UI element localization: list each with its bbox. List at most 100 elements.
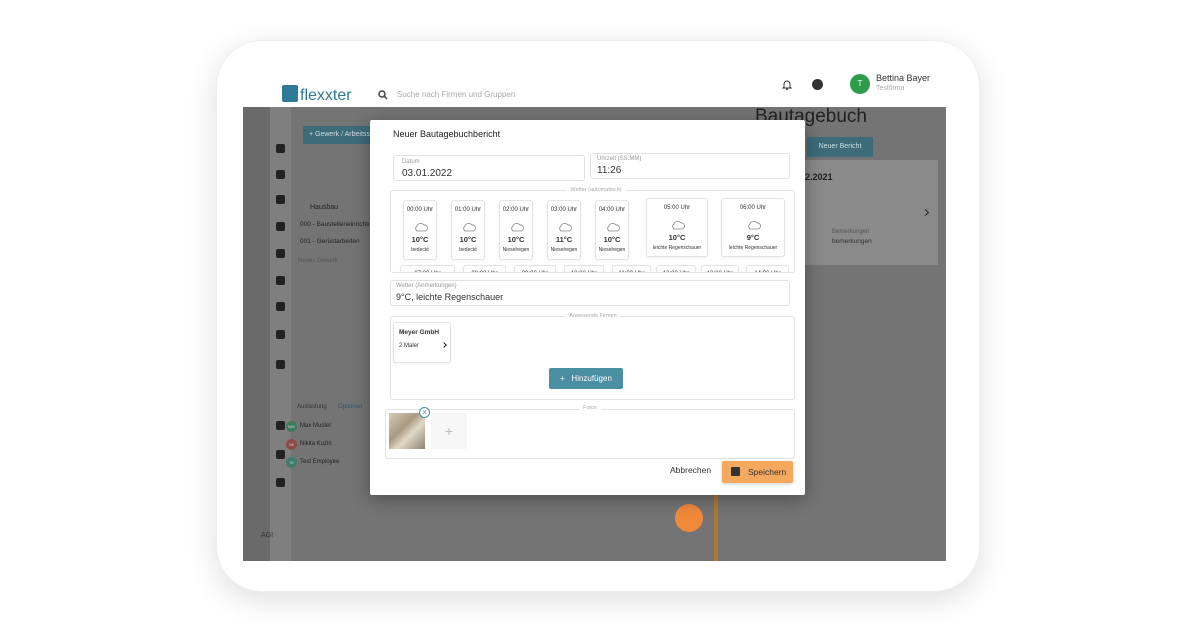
- weather-temp: 11°C: [555, 235, 573, 244]
- zoom-button[interactable]: [675, 504, 703, 532]
- weather-card[interactable]: 08:00 Uhr: [463, 265, 506, 272]
- weather-box: 00:00 Uhr 10°C bedeckt 01:00 Uhr 10°C bedeckt…: [390, 190, 795, 273]
- logo: flexxter: [300, 87, 352, 104]
- weather-time: 11:00 Uhr: [613, 271, 650, 272]
- add-trade-button[interactable]: + Gewerk / Arbeitssch: [303, 126, 383, 144]
- weather-card[interactable]: 09:00 Uhr: [514, 265, 556, 272]
- company-name: Meyer GmbH: [399, 329, 440, 336]
- weather-card[interactable]: 06:00 Uhr 9°C leichte Regenschauer: [721, 198, 785, 257]
- nav-icon[interactable]: [276, 421, 285, 430]
- nav-icon[interactable]: [276, 330, 285, 339]
- person-name[interactable]: Max Muster: [300, 423, 332, 429]
- nav-icon[interactable]: [276, 249, 285, 258]
- weather-icon-wrap: [671, 217, 685, 230]
- photo-add[interactable]: +: [431, 413, 467, 449]
- chevron: [921, 208, 930, 217]
- nav-icon[interactable]: [276, 222, 285, 231]
- weather-icon: [559, 222, 572, 232]
- remarks-value: bemerkungen: [832, 238, 872, 245]
- workload-label: Auslastung: [297, 404, 327, 410]
- weather-icon-wrap: [558, 219, 572, 232]
- weather-desc: Nieselregen: [502, 247, 530, 253]
- weather-card[interactable]: 03:00 Uhr 11°C Nieselregen: [547, 200, 581, 260]
- save-icon: [731, 467, 740, 476]
- weather-card[interactable]: 10:00 Uhr: [564, 265, 604, 272]
- nav-icon[interactable]: [276, 450, 285, 459]
- search-input[interactable]: Suche nach Firmen und Gruppen: [397, 90, 516, 99]
- weather-desc: bedeckt: [411, 247, 429, 253]
- nav-icon[interactable]: [276, 360, 285, 369]
- photos-label: Fotos: [579, 405, 601, 411]
- save-label: Speichern: [748, 467, 787, 477]
- divider: [714, 494, 718, 561]
- tree-item[interactable]: Hausbau: [310, 204, 339, 211]
- person-avatar: NK: [286, 439, 297, 450]
- weather-icon: [748, 220, 761, 230]
- weather-time: 09:00 Uhr: [515, 271, 555, 272]
- search-icon: [378, 90, 388, 100]
- company-card[interactable]: Meyer GmbH 2 Maler: [393, 322, 451, 363]
- weather-card[interactable]: 04:00 Uhr 10°C Nieselregen: [595, 200, 629, 260]
- person-name[interactable]: Nikita Kuzin: [300, 441, 332, 447]
- side-strip: [243, 107, 270, 561]
- weather-time: 01:00 Uhr: [454, 207, 482, 213]
- remarks-label: Bemerkungen: [832, 229, 870, 235]
- weather-icon: [511, 222, 524, 232]
- new-report-button[interactable]: Neuer Bericht: [807, 137, 873, 157]
- weather-time: 08:00 Uhr: [464, 271, 505, 272]
- nav-icon[interactable]: [276, 302, 285, 311]
- date-field[interactable]: Datum 03.01.2022: [393, 155, 585, 181]
- add-company-label: Hinzufügen: [571, 374, 612, 383]
- help-icon[interactable]: [812, 79, 823, 90]
- weather-card[interactable]: 14:00 Uhr: [746, 265, 789, 272]
- weather-card[interactable]: 11:00 Uhr: [612, 265, 651, 272]
- user-name[interactable]: Bettina Bayer: [876, 73, 931, 83]
- header: flexxter Suche nach Firmen und Gruppen T…: [243, 64, 946, 107]
- weather-time: 07:00 Uhr: [401, 271, 454, 272]
- cancel-button[interactable]: Abbrechen: [670, 465, 712, 475]
- add-company-button[interactable]: + Hinzufügen: [549, 368, 623, 389]
- date-label: Datum: [402, 159, 420, 165]
- report-date: 2.2021: [805, 172, 833, 182]
- time-value: 11:26: [597, 165, 622, 176]
- nav-icon[interactable]: [276, 276, 285, 285]
- weather-time: 14:00 Uhr: [747, 271, 788, 272]
- weather-card[interactable]: 00:00 Uhr 10°C bedeckt: [403, 200, 437, 260]
- person-name[interactable]: Test Employee: [300, 459, 340, 465]
- weather-card[interactable]: 01:00 Uhr 10°C bedeckt: [451, 200, 485, 260]
- weather-card[interactable]: 12:00 Uhr: [656, 265, 696, 272]
- weather-temp: 9°C: [746, 233, 760, 242]
- nav-icon[interactable]: [276, 144, 285, 153]
- tree-item[interactable]: 000 - Baustelleneinrichtung: [300, 221, 379, 228]
- nav-icon[interactable]: [276, 170, 285, 179]
- tree-item[interactable]: Neues Gewerk: [298, 258, 338, 264]
- weather-card[interactable]: 07:00 Uhr: [400, 265, 455, 272]
- footer-label: AGI: [261, 532, 274, 539]
- weather-card[interactable]: 13:00 Uhr: [701, 265, 739, 272]
- nav-icon[interactable]: [276, 195, 285, 204]
- photo-thumbnail[interactable]: [389, 413, 425, 449]
- weather-note-field[interactable]: Wetter (Anmerkungen) 9°C, leichte Regens…: [390, 280, 790, 306]
- tree-item[interactable]: 001 - Gerüstarbeiten: [300, 238, 360, 245]
- nav-icon[interactable]: [276, 478, 285, 487]
- company-staff: 2 Maler: [399, 343, 420, 349]
- weather-temp: 10°C: [668, 233, 686, 242]
- weather-time: 10:00 Uhr: [565, 271, 603, 272]
- time-field[interactable]: Uhrzeit (SS:MM) 11:26: [590, 153, 790, 179]
- weather-desc: Nieselregen: [598, 247, 626, 253]
- weather-time: 13:00 Uhr: [702, 271, 738, 272]
- weather-desc: leichte Regenschauer: [652, 245, 702, 251]
- save-button[interactable]: Speichern: [722, 461, 793, 483]
- dialog: Neuer Bautagebuchbericht Datum 03.01.202…: [370, 120, 805, 495]
- weather-time: 05:00 Uhr: [663, 205, 691, 211]
- photos-box: × +: [385, 407, 795, 459]
- weather-temp: 10°C: [459, 235, 477, 244]
- weather-card[interactable]: 05:00 Uhr 10°C leichte Regenschauer: [646, 198, 708, 257]
- options-link[interactable]: Optionen: [338, 404, 363, 410]
- bell-icon[interactable]: [782, 79, 792, 90]
- photo-remove[interactable]: ×: [419, 407, 430, 418]
- weather-temp: 10°C: [507, 235, 525, 244]
- weather-icon-wrap: [462, 219, 476, 232]
- weather-card[interactable]: 02:00 Uhr 10°C Nieselregen: [499, 200, 533, 260]
- weather-icon: [463, 222, 476, 232]
